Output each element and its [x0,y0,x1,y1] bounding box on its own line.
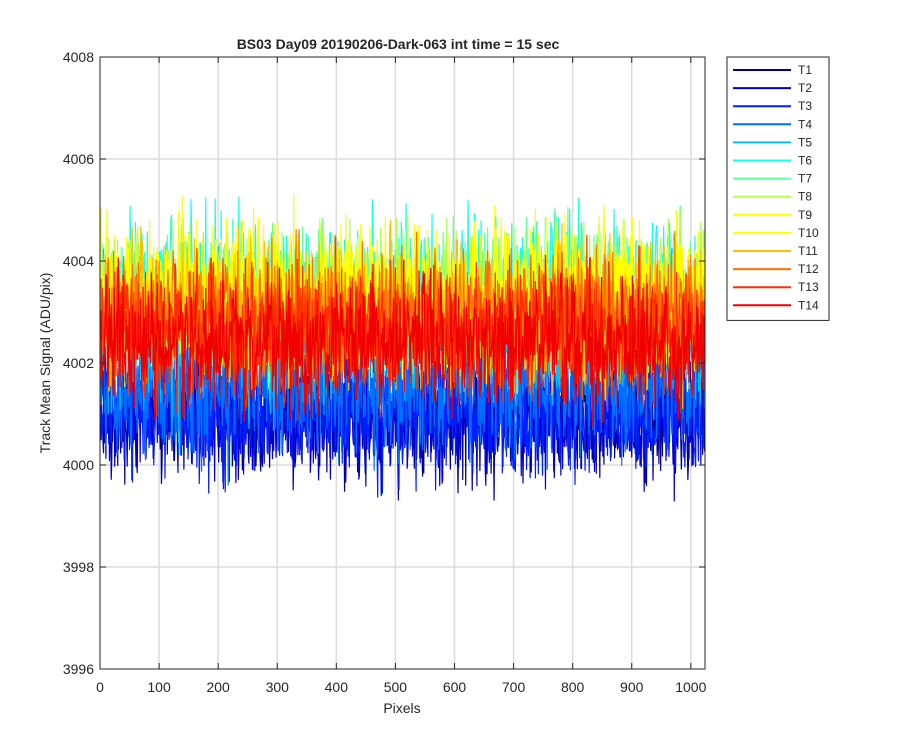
legend-label-t5: T5 [798,135,812,149]
x-tick-label: 800 [561,679,585,695]
x-tick-label: 100 [147,679,171,695]
legend-label-t3: T3 [798,99,812,113]
x-tick-label: 600 [443,679,467,695]
x-tick-label: 0 [96,679,104,695]
legend-label-t6: T6 [798,154,812,168]
legend-label-t12: T12 [798,262,819,276]
x-axis-label: Pixels [383,700,420,716]
legend-box [726,56,830,321]
y-tick-label: 3998 [63,559,94,575]
y-tick-label: 3996 [63,661,94,677]
legend-label-t11: T11 [798,244,818,258]
legend-label-t13: T13 [798,280,819,294]
y-tick-label: 4004 [63,253,94,269]
x-tick-label: 400 [325,679,349,695]
legend-label-t4: T4 [798,117,812,131]
x-tick-label: 200 [206,679,230,695]
x-tick-label: 900 [620,679,644,695]
legend-label-t8: T8 [798,190,812,204]
y-tick-label: 4008 [63,49,94,65]
axes: 0 100 200 300 400 500 600 700 800 900 1000 3996 3998… [63,49,707,695]
legend-label-t9: T9 [798,208,812,222]
y-tick-label: 4000 [63,457,94,473]
y-tick-label: 4006 [63,151,94,167]
legend-label-t14: T14 [798,298,819,312]
legend-label-t2: T2 [798,81,812,95]
y-tick-label: 4002 [63,355,94,371]
y-axis-label: Track Mean Signal (ADU/pix) [37,273,53,454]
series-group [100,195,705,502]
x-tick-label: 300 [266,679,290,695]
legend: T1 T2 T3 T4 T5 T6 T7 T8 T9 T10 T11 T12 T13 T14 [726,56,830,321]
legend-label-t10: T10 [798,226,819,240]
x-tick-label: 700 [502,679,526,695]
legend-label-t7: T7 [798,172,812,186]
series-line-t14 [100,254,705,428]
chart-title: BS03 Day09 20190206-Dark-063 int time = … [237,36,560,52]
legend-label-t1: T1 [798,63,812,77]
x-tick-label: 1000 [675,679,706,695]
x-tick-label: 500 [384,679,408,695]
